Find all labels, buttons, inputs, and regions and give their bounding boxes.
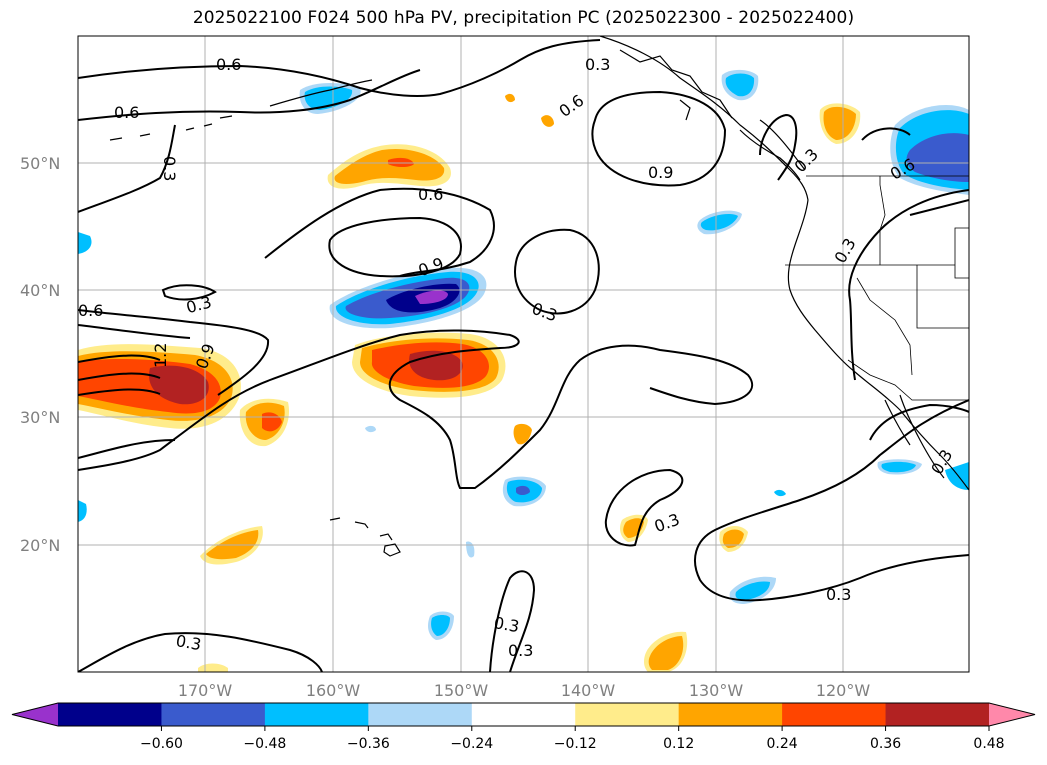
colorbar-tick-label: 0.12 xyxy=(663,736,694,752)
grid-lines xyxy=(78,36,969,672)
contour-label: 0.6 xyxy=(418,185,443,204)
colorbar-tick-label: −0.24 xyxy=(450,736,493,752)
lat-tick-label: 20°N xyxy=(20,536,60,555)
lat-tick-label: 30°N xyxy=(20,408,60,427)
lon-tick-label: 160°W xyxy=(306,681,361,700)
contour-label: 0.3 xyxy=(826,585,851,604)
contour-label: 0.3 xyxy=(174,631,202,654)
colorbar-segment xyxy=(885,703,990,726)
colorbar-segment xyxy=(782,703,887,726)
lon-tick-label: 150°W xyxy=(434,681,489,700)
colorbar-tick-label: 0.24 xyxy=(767,736,798,752)
colorbar-segment xyxy=(58,703,162,726)
lat-tick-label: 40°N xyxy=(20,281,60,300)
colorbar-extend-high xyxy=(989,703,1035,726)
contour-label: 0.9 xyxy=(648,163,673,182)
colorbar-tick-label: −0.48 xyxy=(243,736,286,752)
contour-label: 0.6 xyxy=(114,103,139,122)
contour-label: 0.3 xyxy=(492,613,520,636)
coastlines xyxy=(109,36,969,557)
colorbar-tick-label: 0.48 xyxy=(973,736,1004,752)
contour-label: 1.2 xyxy=(151,343,170,368)
lon-tick-label: 140°W xyxy=(561,681,616,700)
latitude-labels: 50°N 40°N 30°N 20°N xyxy=(20,154,60,555)
longitude-labels: 170°W 160°W 150°W 140°W 130°W 120°W xyxy=(178,681,871,700)
colorbar-tick-label: −0.36 xyxy=(347,736,390,752)
colorbar-extend-low xyxy=(12,703,58,726)
lon-tick-label: 170°W xyxy=(178,681,233,700)
colorbar-segment xyxy=(264,703,369,726)
colorbar: −0.60 −0.48 −0.36 −0.24 −0.12 0.12 0.24 0.36 0.4… xyxy=(11,702,1036,752)
colorbar-outline xyxy=(11,702,1036,727)
contour-label: 0.3 xyxy=(585,55,610,74)
plot-title: 2025022100 F024 500 hPa PV, precipitatio… xyxy=(192,8,855,28)
map-frame xyxy=(77,35,970,673)
contour-label: 0.6 xyxy=(78,301,103,320)
contour-label: 0.6 xyxy=(216,55,241,74)
colorbar-segment xyxy=(161,703,266,726)
contour-label: 0.3 xyxy=(508,641,533,660)
pv-contours xyxy=(78,39,969,672)
boundaries xyxy=(785,175,969,401)
lon-tick-label: 120°W xyxy=(816,681,871,700)
contour-label: 0.3 xyxy=(160,156,179,181)
map-area xyxy=(78,36,969,672)
lat-tick-label: 50°N xyxy=(20,154,60,173)
colorbar-tick-label: −0.12 xyxy=(554,736,597,752)
colorbar-tick-label: 0.36 xyxy=(870,736,901,752)
colorbar-segment xyxy=(471,703,576,726)
lon-tick-label: 130°W xyxy=(689,681,744,700)
colorbar-segment xyxy=(368,703,473,726)
colorbar-segment xyxy=(678,703,783,726)
colorbar-segment xyxy=(575,703,680,726)
colorbar-tick-label: −0.60 xyxy=(140,736,183,752)
